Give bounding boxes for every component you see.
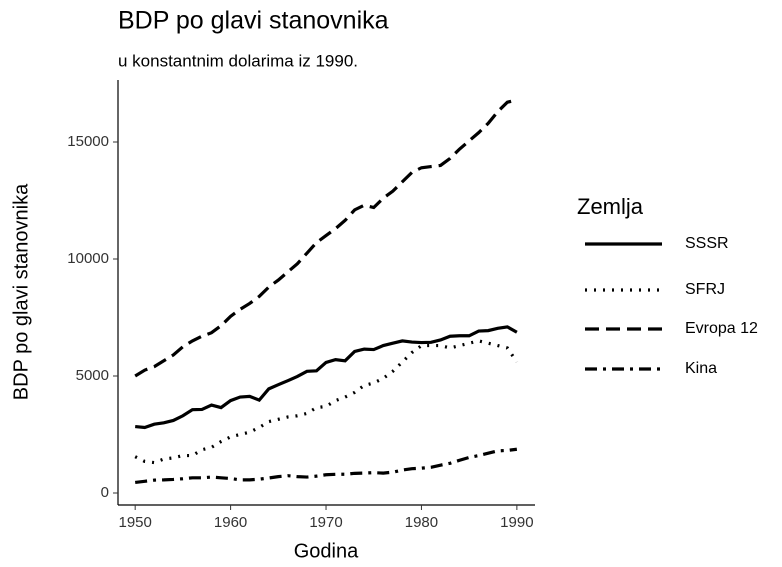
x-tick-label: 1950 [118, 514, 151, 531]
y-tick-label: 0 [101, 484, 109, 501]
x-tick-label: 1980 [405, 514, 438, 531]
y-tick-label: 10000 [67, 250, 109, 267]
chart-subtitle: u konstantnim dolarima iz 1990. [118, 51, 358, 70]
legend-label: Kina [685, 360, 717, 377]
series-line [134, 447, 518, 485]
series-line [134, 339, 519, 465]
legend-label: SSSR [685, 235, 729, 252]
legend-label: SFRJ [685, 281, 725, 298]
y-tick-label: 5000 [76, 367, 109, 384]
y-tick-label: 15000 [67, 133, 109, 150]
x-tick-label: 1990 [500, 514, 533, 531]
legend-label: Evropa 12 [685, 320, 758, 337]
series-line [134, 98, 518, 378]
y-axis-label: BDP po glavi stanovnika [10, 183, 32, 400]
x-tick-label: 1970 [309, 514, 342, 531]
legend-title: Zemlja [577, 194, 644, 219]
series-line [135, 325, 518, 430]
chart-title: BDP po glavi stanovnika [118, 7, 389, 35]
x-tick-label: 1960 [214, 514, 247, 531]
x-axis-label: Godina [294, 540, 359, 562]
